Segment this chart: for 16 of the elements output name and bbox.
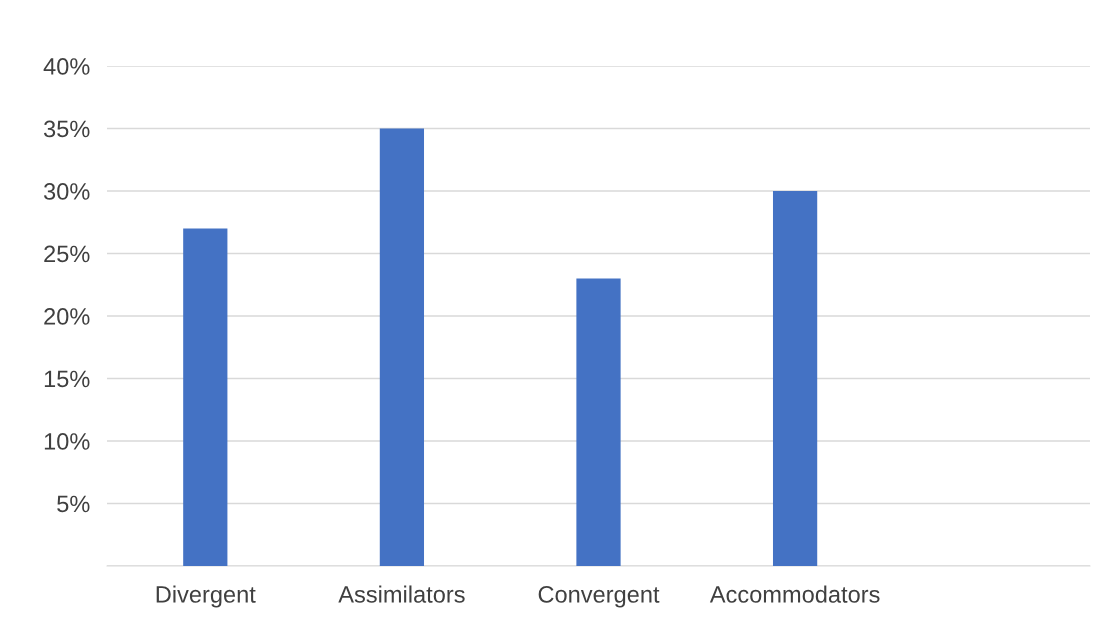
y-tick-label: 10% — [44, 433, 90, 450]
y-tick-label: 40% — [43, 58, 90, 75]
bar — [576, 278, 621, 566]
y-tick-label: 25% — [44, 245, 90, 263]
x-tick-label: Accommodators — [709, 585, 880, 603]
x-tick-label: Divergent — [156, 585, 256, 608]
bar — [183, 228, 228, 566]
y-tick-label: 35% — [43, 120, 90, 138]
bar — [772, 191, 818, 566]
y-tick-label: 20% — [44, 308, 90, 325]
y-tick-label: 5% — [57, 495, 90, 513]
y-tick-label: 30% — [43, 183, 90, 200]
y-tick-label: 15% — [44, 370, 90, 388]
x-tick-label: Convergent — [538, 586, 660, 608]
bar — [379, 128, 425, 566]
x-tick-label: Assimilators — [338, 585, 465, 603]
